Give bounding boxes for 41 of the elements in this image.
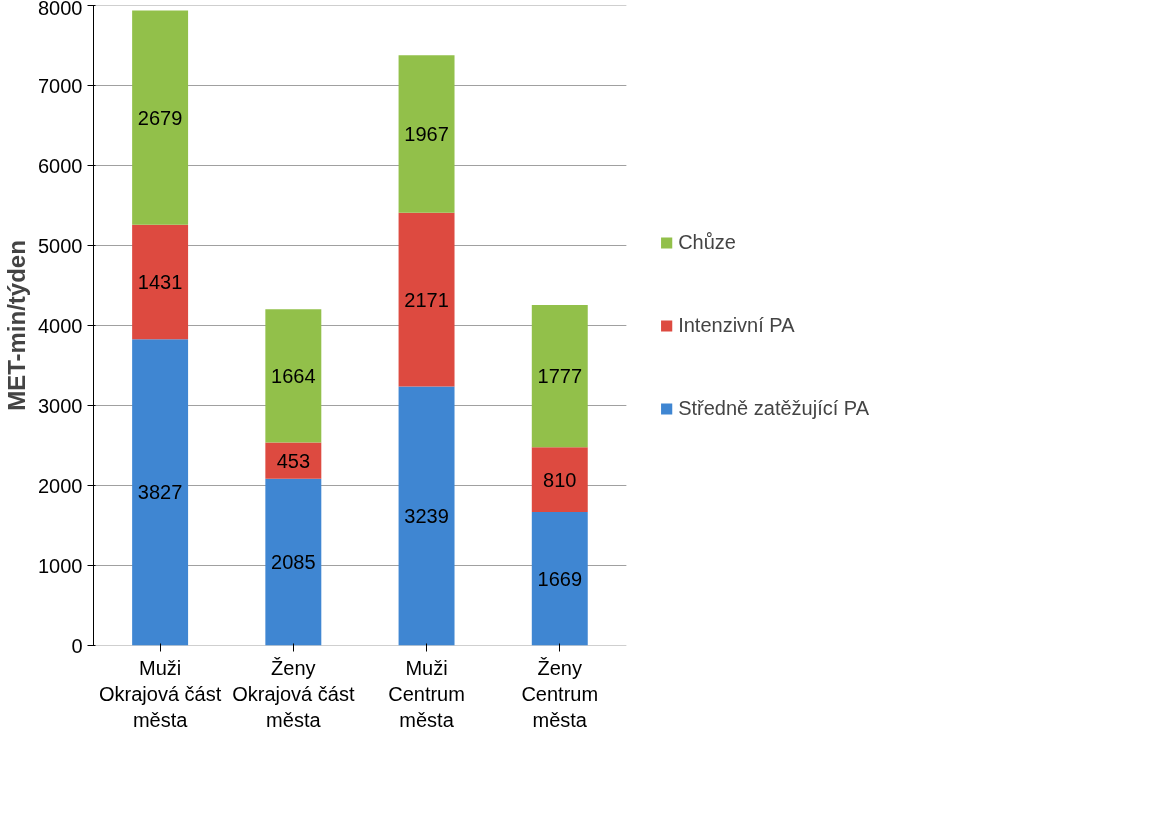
data-label: 2171 [404,288,449,311]
data-label: 2085 [271,551,316,574]
data-label: 1664 [271,364,316,387]
bar [132,339,189,646]
y-tick-label: 3000 [38,394,83,417]
y-tick-label: 1000 [38,554,83,577]
data-label: 1669 [537,567,583,590]
data-label: 3827 [137,481,183,504]
bar [531,511,588,646]
bar [265,309,322,443]
bar [398,212,455,387]
x-tick-label: Muži Centrum města [388,656,465,732]
data-label: 1967 [404,123,449,146]
data-label: 1431 [137,271,183,294]
y-axis-title: MET-min/týden [3,240,31,411]
bar [265,442,322,479]
x-tick-label: Ženy Okrajová část města [232,656,355,732]
y-tick-label: 2000 [38,474,83,497]
bar [398,55,455,213]
y-tick-label: 8000 [38,0,83,19]
data-label: 2679 [137,106,183,129]
bar [398,386,455,646]
data-label: 3239 [404,504,449,527]
y-tick-label: 4000 [38,314,83,337]
data-label: 453 [276,449,311,472]
legend-label: Intenzivní PA [678,313,795,337]
y-tick-label: 6000 [38,154,83,177]
bar [531,305,588,448]
y-tick-label: 5000 [38,234,83,257]
data-label: 810 [543,468,577,491]
legend-label: Chůze [678,230,736,254]
legend-label: Středně zatěžující PA [678,396,869,420]
bar [531,447,588,512]
bar [132,10,189,225]
bar [265,478,322,646]
y-tick-label: 0 [71,634,83,657]
x-tick-label: Muži Okrajová část města [98,656,222,732]
bar [132,224,189,340]
data-label: 1777 [537,365,583,388]
x-tick-label: Ženy Centrum města [521,656,599,732]
y-tick-label: 7000 [38,74,83,97]
